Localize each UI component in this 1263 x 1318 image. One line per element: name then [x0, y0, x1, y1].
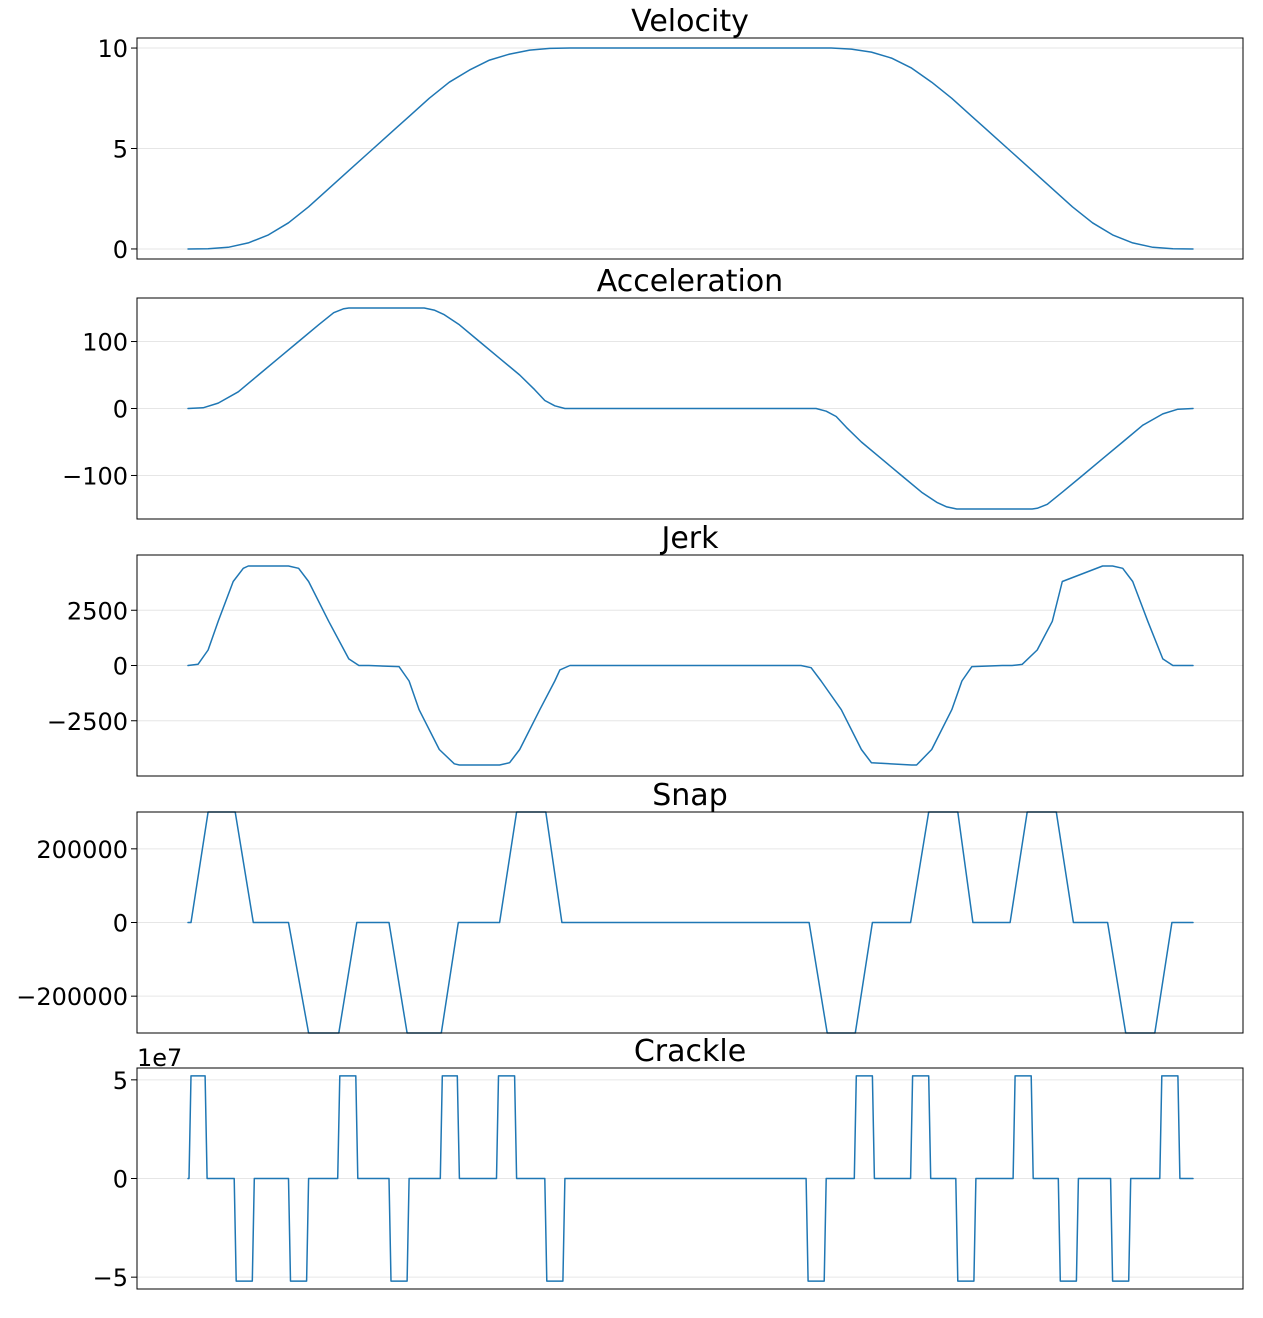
acceleration-panel: −100 0 100 Acceleration: [62, 264, 1244, 520]
acceleration-ytick-label: −100: [62, 462, 128, 490]
velocity-ytick-label: 5: [113, 136, 128, 164]
velocity-ytick-label: 10: [97, 35, 128, 63]
snap-ytick-label: 200000: [36, 836, 128, 864]
jerk-ytick-label: 2500: [67, 597, 128, 625]
crackle-panel: −5 0 5 Crackle 1e7: [93, 1034, 1244, 1292]
velocity-line: [187, 47, 1194, 250]
snap-ytick-label: 0: [113, 910, 128, 938]
jerk-ytick-label: −2500: [47, 708, 128, 736]
acceleration-line: [187, 307, 1194, 510]
crackle-offset-text: 1e7: [137, 1044, 182, 1072]
snap-panel: −200000 0 200000 Snap: [16, 778, 1244, 1034]
jerk-title: Jerk: [659, 521, 719, 556]
snap-title: Snap: [652, 778, 727, 813]
jerk-line: [187, 565, 1194, 766]
crackle-ytick-label: 0: [113, 1166, 128, 1194]
acceleration-ytick-label: 100: [82, 329, 128, 357]
snap-line: [187, 811, 1194, 1034]
velocity-title: Velocity: [631, 4, 749, 39]
jerk-panel: −2500 0 2500 Jerk: [47, 521, 1244, 777]
crackle-line: [187, 1075, 1194, 1282]
snap-ytick-label: −200000: [16, 983, 128, 1011]
velocity-ytick-label: 0: [113, 236, 128, 264]
acceleration-title: Acceleration: [597, 264, 783, 299]
acceleration-ytick-label: 0: [113, 396, 128, 424]
velocity-panel: 0 5 10 Velocity: [97, 4, 1244, 264]
crackle-ytick-label: 5: [113, 1067, 128, 1095]
crackle-title: Crackle: [634, 1034, 746, 1069]
crackle-ytick-label: −5: [93, 1264, 128, 1292]
jerk-ytick-label: 0: [113, 653, 128, 681]
